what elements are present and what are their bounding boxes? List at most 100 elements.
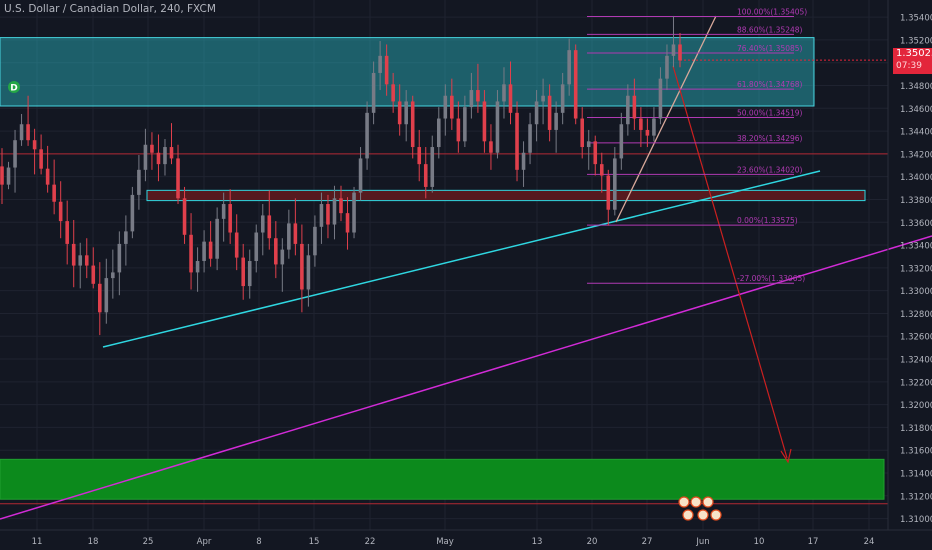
- y-tick-label: 1.34200: [900, 150, 932, 160]
- fib-level-label: 61.80%(1.34768): [737, 80, 803, 89]
- candle-body: [84, 255, 89, 266]
- x-tick-label: 27: [642, 537, 653, 547]
- x-tick-label: 15: [309, 537, 320, 547]
- candle-body: [143, 144, 148, 170]
- candle-body: [130, 194, 135, 232]
- trend-lines: [0, 15, 932, 520]
- candle-body: [384, 55, 389, 85]
- candle-body: [463, 107, 467, 142]
- current-price-tag: 1.35023 07:39: [893, 48, 932, 74]
- candle-body: [332, 198, 337, 225]
- candle-body: [573, 50, 578, 119]
- candle-body: [65, 221, 69, 244]
- y-tick-label: 1.31000: [900, 515, 932, 525]
- zone-demand: [0, 458, 885, 500]
- markers: D: [8, 81, 722, 521]
- candle-body: [26, 124, 30, 141]
- candle-body: [652, 118, 656, 136]
- projection-arrowhead: [780, 448, 792, 464]
- candle-body: [521, 152, 526, 170]
- candle-body: [0, 166, 4, 185]
- event-icon: [690, 496, 702, 508]
- y-tick-label: 1.34600: [900, 105, 932, 115]
- candle-body: [404, 101, 408, 125]
- fibonacci-retracement: 100.00%(1.35405) 88.60%(1.35248) 76.40%(1.…: [587, 8, 807, 284]
- candle-body: [365, 112, 369, 159]
- candle-body: [528, 124, 532, 153]
- candle-body: [247, 261, 252, 287]
- fib-level-label: 0.00%(1.33575): [737, 216, 798, 225]
- candle-body: [606, 175, 611, 210]
- candle-body: [436, 118, 441, 148]
- event-icon: [702, 496, 714, 508]
- candle-body: [417, 147, 422, 165]
- y-tick-label: 1.31200: [900, 492, 932, 502]
- candle-body: [293, 223, 298, 244]
- candle-body: [32, 140, 37, 150]
- y-tick-label: 1.33000: [900, 287, 932, 297]
- candle-body: [176, 158, 180, 199]
- candle-body: [339, 198, 343, 214]
- fib-level-label: -27.00%(1.33065): [737, 274, 805, 283]
- y-tick-label: 1.32000: [900, 401, 932, 411]
- candle-body: [665, 55, 669, 79]
- candle-body: [580, 118, 585, 148]
- y-tick-label: 1.33200: [900, 264, 932, 274]
- marker-d-label: D: [10, 84, 17, 94]
- x-tick-label: 17: [808, 537, 819, 547]
- y-tick-label: 1.31400: [900, 470, 932, 480]
- candle-body: [189, 234, 193, 273]
- x-tick-label: 24: [864, 537, 875, 547]
- candle-body: [300, 243, 304, 290]
- projection-arrow: [672, 65, 788, 459]
- y-tick-label: 1.31800: [900, 424, 932, 434]
- candle-body: [91, 265, 96, 284]
- candle-body: [443, 95, 448, 119]
- candle-body: [58, 201, 63, 222]
- candle-body: [378, 55, 382, 73]
- candle-body: [306, 255, 311, 290]
- candle-body: [287, 223, 291, 250]
- candle-body: [13, 140, 17, 168]
- candle-body: [117, 243, 122, 273]
- x-tick-label: 20: [587, 537, 598, 547]
- candle-body: [482, 101, 487, 142]
- candle-body: [534, 101, 539, 125]
- candle-body: [221, 204, 226, 219]
- y-tick-label: 1.32600: [900, 333, 932, 343]
- candle-body: [97, 283, 102, 313]
- ascending-trendline: [102, 170, 821, 348]
- fib-level-label: 76.40%(1.35085): [737, 44, 803, 53]
- x-tick-label: May: [436, 537, 454, 547]
- fib-level-label: 38.20%(1.34296): [737, 134, 803, 143]
- y-tick-label: 1.32400: [900, 356, 932, 366]
- candle-body: [202, 241, 206, 262]
- chart-title: U.S. Dollar / Canadian Dollar, 240, FXCM: [4, 3, 216, 15]
- price-axis: 1.354001.352001.350001.348001.346001.344…: [887, 0, 932, 530]
- candle-body: [645, 129, 650, 136]
- candle-body: [111, 272, 115, 279]
- candle-body: [639, 118, 643, 130]
- candlesticks: [0, 15, 682, 336]
- candle-body: [547, 95, 552, 130]
- y-tick-label: 1.33600: [900, 219, 932, 229]
- candle-body: [613, 158, 617, 210]
- candle-body: [371, 72, 376, 113]
- candle-body: [632, 95, 637, 119]
- event-icon: [678, 496, 690, 508]
- y-tick-label: 1.34800: [900, 82, 932, 92]
- candle-body: [502, 84, 506, 102]
- current-price: 1.35023: [896, 48, 932, 59]
- candle-body: [241, 257, 246, 287]
- candle-body: [345, 213, 350, 233]
- candle-body: [599, 164, 604, 176]
- candle-body: [567, 50, 571, 85]
- y-tick-label: 1.34000: [900, 173, 932, 183]
- candle-body: [215, 218, 219, 259]
- candle-body: [45, 168, 50, 185]
- fib-level-label: 100.00%(1.35405): [737, 8, 807, 17]
- marker-d-badge: [8, 81, 20, 93]
